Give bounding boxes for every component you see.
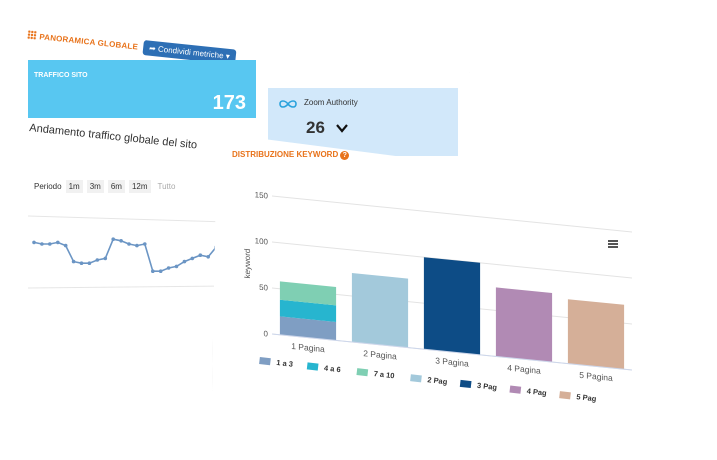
sparkline-point[interactable] [151, 269, 155, 273]
chevron-down-icon [335, 124, 348, 133]
period-1m[interactable]: 1m [65, 180, 83, 193]
traffic-label: TRAFFICO SITO [34, 72, 88, 79]
sparkline-point[interactable] [158, 269, 163, 273]
sparkline-point[interactable] [206, 255, 210, 259]
y-tick-label: 150 [255, 190, 269, 200]
grid-icon [27, 30, 37, 40]
legend-swatch [410, 374, 422, 383]
zoom-authority-value: 26 [306, 118, 348, 138]
bar-5-pagina-5-pag[interactable] [567, 299, 625, 370]
overview-title: PANORAMICA GLOBALE [27, 30, 139, 52]
bar-1-pagina-7-a-10[interactable] [279, 281, 337, 306]
traffic-trend-title: Andamento traffico globale del sito [28, 122, 198, 152]
sparkline-point[interactable] [32, 240, 36, 245]
bar-2-pagina-2-pag[interactable] [351, 272, 409, 348]
period-3m[interactable]: 3m [86, 180, 104, 193]
x-tick-label: 4 Pagina [507, 363, 541, 376]
legend-swatch [356, 368, 369, 377]
sparkline-point[interactable] [48, 242, 52, 246]
sparkline-point[interactable] [119, 239, 123, 243]
infinity-icon [279, 100, 297, 108]
gridline [272, 195, 632, 233]
sparkline-point[interactable] [182, 259, 187, 264]
chart-menu-icon[interactable] [608, 240, 618, 248]
period-label: Periodo [34, 182, 62, 191]
y-axis-label: keyword [243, 248, 252, 279]
x-tick-label: 3 Pagina [435, 355, 469, 368]
traffic-sparkline [28, 215, 228, 289]
y-tick-label: 100 [255, 236, 269, 246]
help-icon[interactable]: ? [340, 151, 350, 160]
traffic-value: 173 [212, 92, 246, 114]
traffic-tile: TRAFFICO SITO 173 [28, 60, 256, 118]
period-all[interactable]: Tutto [157, 182, 176, 191]
sparkline-point[interactable] [79, 261, 84, 265]
y-tick-label: 0 [264, 329, 269, 338]
y-tick-label: 50 [259, 283, 268, 293]
sparkline-point[interactable] [63, 243, 68, 248]
legend-swatch [306, 362, 319, 371]
sparkline-point[interactable] [174, 264, 179, 269]
legend-swatch [259, 356, 271, 366]
bar-1-pagina-1-a-3[interactable] [279, 316, 337, 341]
sparkline-point[interactable] [111, 237, 115, 241]
sparkline-point[interactable] [127, 242, 131, 246]
x-tick-label: 2 Pagina [363, 348, 397, 361]
keyword-distribution-panel: DISTRIBUZIONE KEYWORD? 150 100 50 0 keyword… [212, 133, 660, 444]
x-axis-line [272, 333, 632, 371]
keyword-distribution-chart: 150 100 50 0 keyword 1 Pagina 2 Pagina 3 Pagi… [243, 190, 632, 383]
x-tick-label: 5 Pagina [579, 370, 613, 383]
sparkline-point[interactable] [135, 243, 139, 248]
x-tick-label: 1 Pagina [291, 341, 325, 354]
sparkline-point[interactable] [103, 256, 108, 261]
sparkline-point[interactable] [198, 253, 203, 257]
keyword-distribution-title: DISTRIBUZIONE KEYWORD? [232, 150, 350, 160]
bar-1-pagina-4-a-6[interactable] [279, 299, 337, 323]
sparkline-point[interactable] [40, 242, 44, 246]
share-icon: ➦ [148, 43, 157, 54]
legend-swatch [509, 385, 522, 394]
zoom-authority-label: Zoom Authority [304, 98, 358, 107]
sparkline-point[interactable] [166, 266, 171, 270]
period-selector: Periodo 1m 3m 6m 12m Tutto [34, 180, 178, 193]
bar-4-pagina-4-pag[interactable] [495, 287, 553, 363]
legend-swatch [459, 379, 472, 389]
sparkline-point[interactable] [87, 261, 92, 265]
sparkline-point[interactable] [190, 256, 195, 261]
sparkline-point[interactable] [143, 242, 147, 246]
sparkline-point[interactable] [95, 258, 100, 262]
legend-swatch [559, 391, 571, 400]
period-12m[interactable]: 12m [128, 180, 151, 193]
sparkline-point[interactable] [71, 259, 76, 264]
sparkline-point[interactable] [56, 240, 60, 245]
period-6m[interactable]: 6m [107, 180, 125, 193]
bar-3-pagina-3-pag[interactable] [423, 257, 481, 355]
